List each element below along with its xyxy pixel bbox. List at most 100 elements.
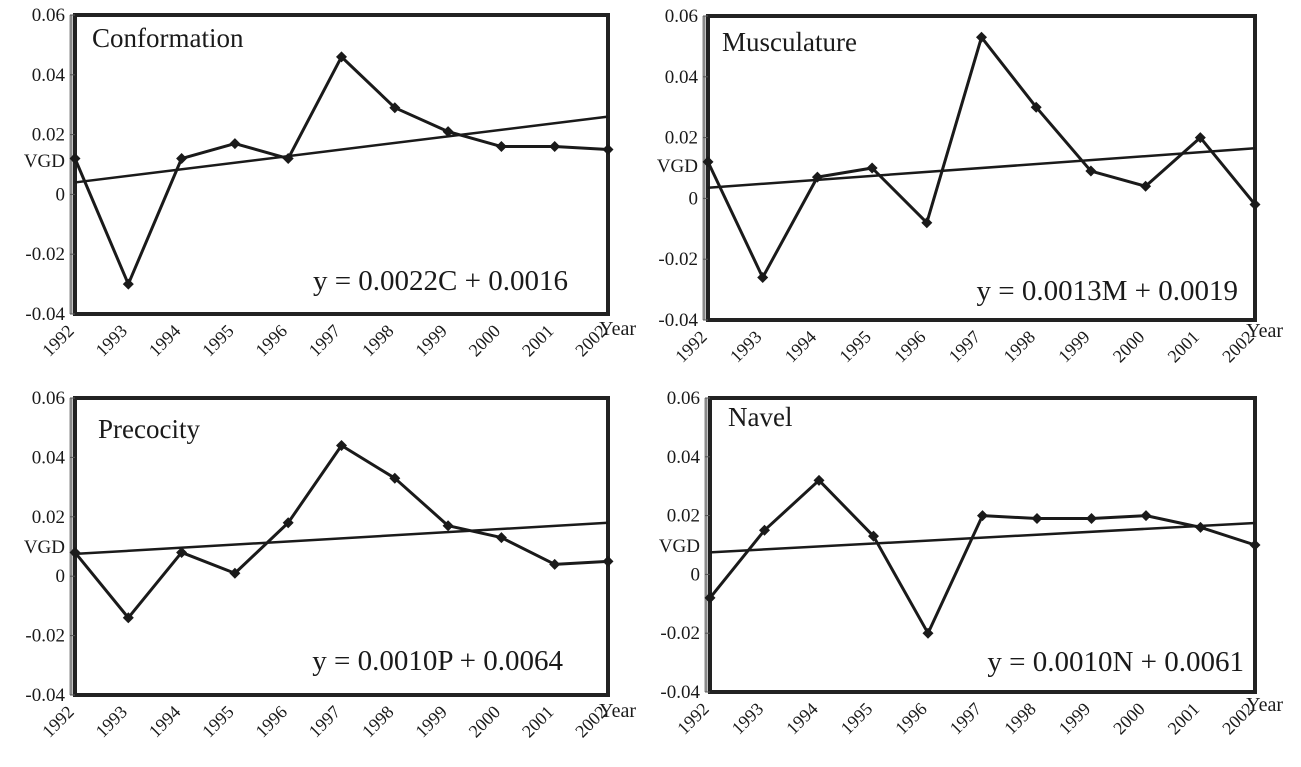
x-axis-label: Year	[599, 700, 636, 722]
chart-panel-4: 0.06 0.04 0.02 0 -0.02 -0.04 VGD 1992 1993 1994 19…	[659, 388, 1284, 738]
data-point	[813, 474, 825, 486]
y-tick-label: -0.04	[658, 310, 698, 331]
plot-frame	[706, 14, 1257, 322]
data-point	[1086, 513, 1097, 525]
data-point	[549, 141, 561, 153]
panel-label: Precocity	[98, 414, 200, 444]
data-point	[176, 153, 188, 165]
x-tick-label: 1994	[145, 702, 185, 742]
data-point	[229, 138, 241, 150]
data-point	[442, 126, 454, 138]
data-point	[977, 510, 988, 522]
y-tick-label: -0.02	[658, 249, 698, 270]
data-point	[282, 517, 294, 529]
x-tick-label: 1994	[145, 321, 185, 361]
data-point	[336, 51, 347, 63]
x-tick-label: 1994	[782, 699, 822, 739]
panel-label: Conformation	[92, 23, 244, 53]
trend-line	[709, 521, 1256, 554]
trend-line	[707, 146, 1256, 190]
data-point	[69, 546, 81, 558]
x-axis-label: Year	[1246, 694, 1283, 716]
data-point	[282, 153, 294, 165]
data-point	[702, 156, 714, 168]
x-tick-label: 2001	[518, 321, 558, 361]
y-axis-label: VGD	[659, 536, 700, 557]
series-line	[706, 35, 1257, 279]
data-point	[759, 524, 770, 536]
x-tick-label: 1998	[1000, 699, 1040, 739]
x-tick-label: 1992	[671, 327, 711, 367]
data-point	[1249, 539, 1261, 551]
regression-equation: y = 0.0013M + 0.0019	[977, 275, 1239, 307]
y-tick-label: 0.02	[32, 125, 65, 146]
data-point	[389, 102, 401, 114]
panel-label: Musculature	[722, 27, 857, 57]
plot-frame	[73, 396, 610, 697]
x-tick-label: 2000	[1109, 699, 1149, 739]
regression-equation: y = 0.0022C + 0.0016	[313, 265, 568, 297]
data-point	[1140, 510, 1152, 522]
series-line	[708, 478, 1256, 635]
x-axis-label: Year	[599, 318, 636, 340]
chart-panel-3: 0.06 0.04 0.02 0 -0.02 -0.04 VGD 1992 1993 1994 19…	[24, 388, 637, 741]
data-point	[122, 278, 134, 290]
plot-frame	[73, 13, 610, 316]
x-tick-label: 1996	[251, 702, 291, 742]
y-tick-label: -0.02	[660, 623, 700, 644]
trend-line	[74, 521, 609, 556]
x-tick-label: 1999	[411, 702, 451, 742]
x-tick-label: 1997	[945, 327, 985, 367]
data-point	[495, 141, 507, 153]
x-tick-label: 1995	[198, 321, 238, 361]
x-tick-label: 2000	[1109, 327, 1149, 367]
y-tick-label: -0.02	[25, 244, 65, 265]
y-tick-label: 0.06	[667, 388, 700, 409]
x-axis-label: Year	[1246, 320, 1283, 342]
y-tick-label: 0	[691, 564, 701, 585]
regression-equation: y = 0.0010P + 0.0064	[312, 645, 563, 677]
y-tick-label: 0.02	[667, 506, 700, 527]
data-point	[389, 472, 401, 484]
y-tick-label: -0.02	[25, 626, 65, 647]
x-tick-label: 1999	[1055, 699, 1095, 739]
chart-panel-2: 0.06 0.04 0.02 0 -0.02 -0.04 VGD 1992 1993 1994 19…	[657, 6, 1284, 366]
y-tick-label: -0.04	[25, 304, 65, 325]
x-tick-label: 1999	[411, 321, 451, 361]
x-tick-label: 1997	[305, 702, 345, 742]
x-tick-label: 2000	[465, 321, 505, 361]
data-point	[757, 271, 769, 283]
y-tick-label: 0.04	[665, 67, 699, 88]
panel-label: Navel	[728, 402, 792, 432]
data-point	[602, 555, 614, 567]
data-point	[868, 530, 879, 542]
data-point	[1195, 521, 1206, 533]
x-tick-label: 1995	[198, 702, 238, 742]
data-point	[1249, 198, 1261, 210]
data-point	[176, 546, 188, 558]
trend-line	[74, 115, 609, 184]
data-point	[1030, 101, 1042, 113]
data-point	[549, 558, 561, 570]
x-tick-label: 1997	[946, 699, 986, 739]
y-tick-label: -0.04	[25, 685, 65, 706]
series-line	[73, 444, 609, 620]
data-point	[602, 144, 614, 156]
x-tick-label: 1992	[38, 321, 78, 361]
data-point	[495, 532, 507, 544]
y-tick-label: 0	[689, 188, 699, 209]
x-tick-label: 1996	[891, 699, 931, 739]
y-axis-label: VGD	[657, 156, 698, 177]
x-tick-label: 2000	[465, 702, 505, 742]
y-tick-label: 0.04	[667, 447, 701, 468]
x-tick-label: 1993	[728, 699, 768, 739]
y-tick-label: 0.06	[32, 5, 65, 26]
x-tick-label: 1999	[1054, 327, 1094, 367]
x-tick-label: 1998	[999, 327, 1039, 367]
x-tick-label: 1993	[726, 327, 766, 367]
y-axis-label: VGD	[24, 537, 65, 558]
y-tick-label: 0	[56, 184, 66, 205]
y-tick-label: 0.06	[32, 388, 65, 409]
x-tick-label: 1995	[835, 327, 875, 367]
